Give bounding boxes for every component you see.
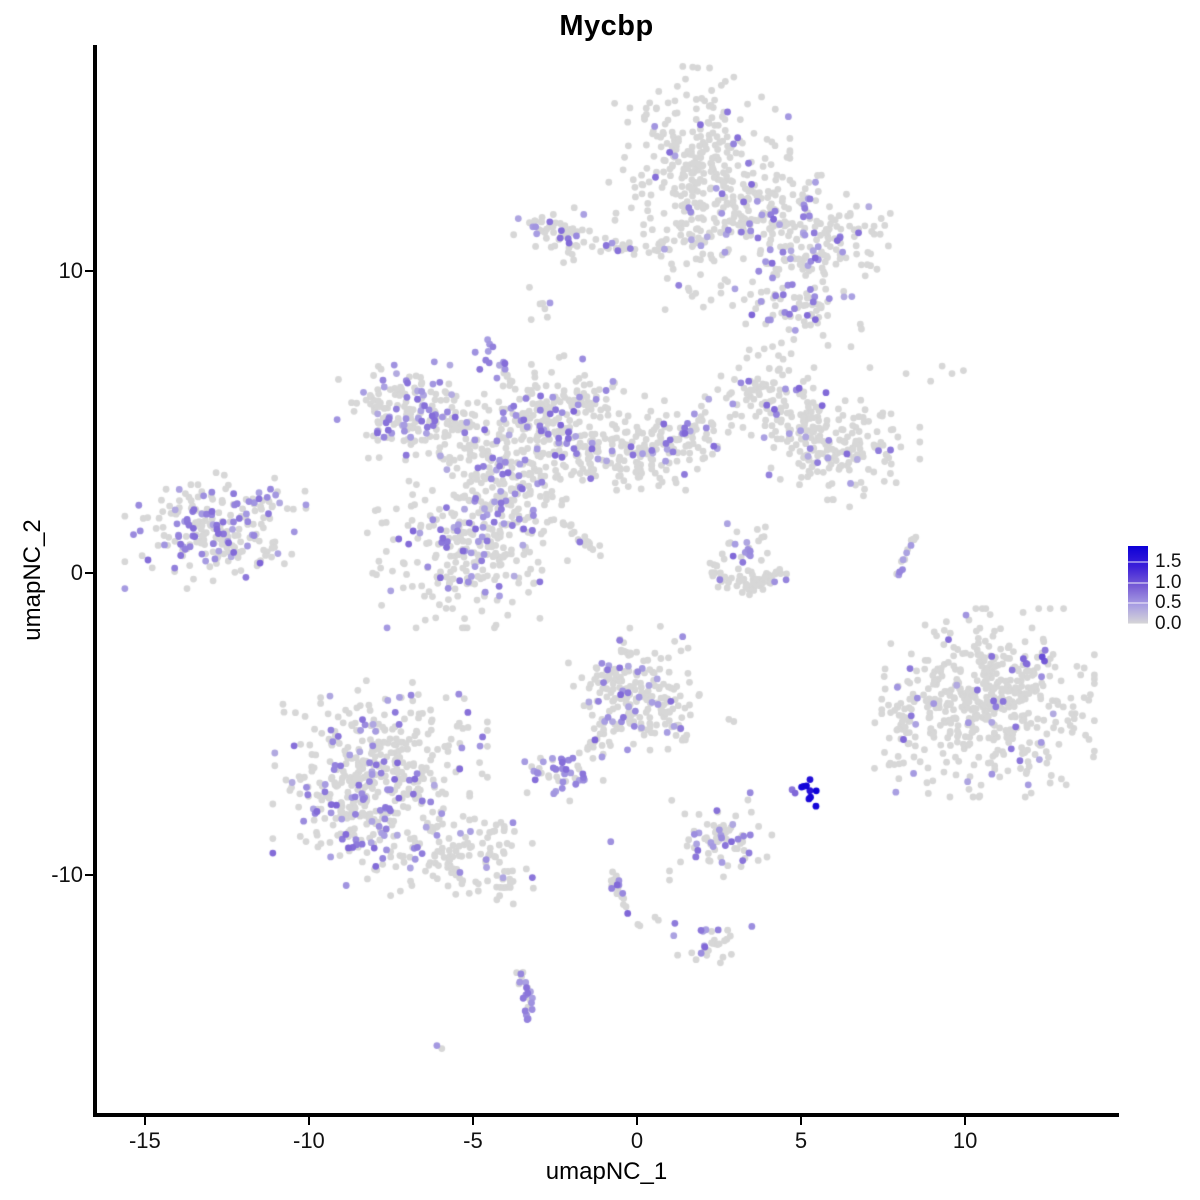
y-tick-mark [85, 571, 93, 575]
x-axis-label: umapNC_1 [545, 1158, 668, 1185]
x-tick-mark [635, 1117, 639, 1125]
x-tick-mark [143, 1117, 147, 1125]
y-tick-label: -10 [51, 861, 83, 887]
y-tick-label: 10 [58, 257, 83, 283]
x-tick-label: 5 [794, 1128, 808, 1153]
x-tick-mark [799, 1117, 803, 1125]
x-tick-mark [963, 1117, 967, 1125]
y-tick-mark [85, 873, 93, 877]
x-tick-label: 10 [952, 1128, 978, 1153]
y-tick-label: 0 [70, 559, 83, 585]
x-axis-line [93, 1113, 1119, 1117]
y-axis-label: umapNC_2 [19, 519, 46, 641]
y-tick-mark [85, 269, 93, 273]
x-tick-label: -15 [128, 1128, 161, 1153]
x-tick-mark [307, 1117, 311, 1125]
x-tick-mark [471, 1117, 475, 1125]
chart-title: Mycbp [559, 10, 654, 42]
x-tick-label: -10 [293, 1128, 325, 1153]
y-axis-line [93, 45, 97, 1117]
x-tick-label: -5 [463, 1128, 483, 1153]
x-tick-label: 0 [630, 1128, 644, 1153]
